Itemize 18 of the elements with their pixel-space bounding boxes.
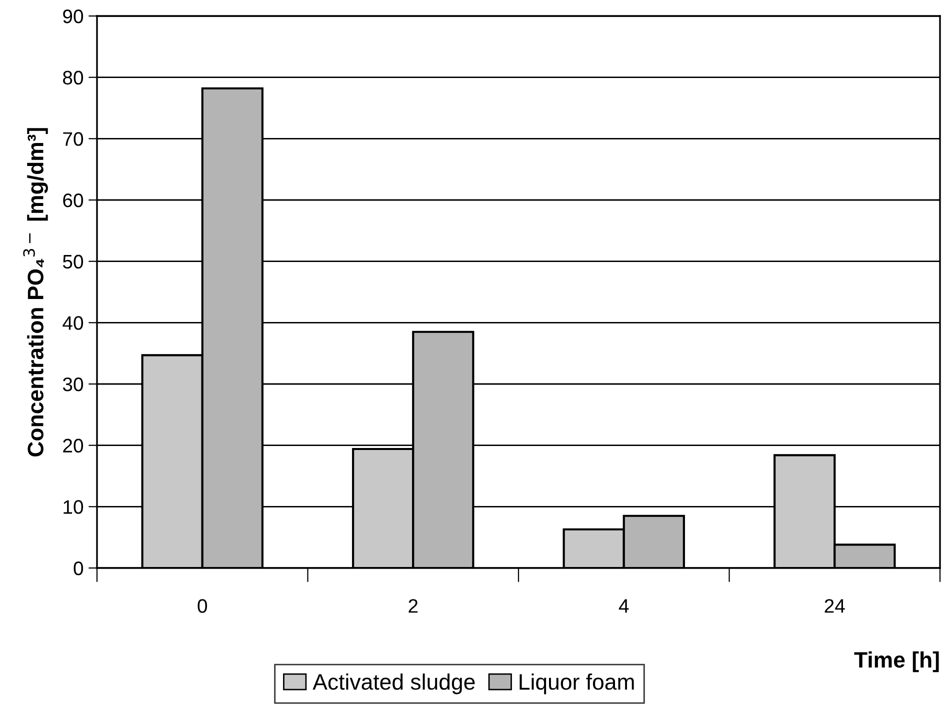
x-tick-label: 0 <box>198 599 208 613</box>
y-tick-label: 50 <box>62 254 84 269</box>
y-tick-label: 70 <box>63 132 84 146</box>
x-tick-label: 24 <box>824 599 845 613</box>
legend-label: Activated sludge <box>312 673 475 694</box>
y-tick-label: 90 <box>63 9 84 24</box>
y-tick-label: 20 <box>63 438 84 453</box>
y-tick-label: 10 <box>64 500 84 514</box>
y-tick-label: 0 <box>74 561 84 576</box>
y-tick-label: 30 <box>62 377 84 392</box>
x-tick-label: 2 <box>408 599 418 613</box>
x-tick-label: 4 <box>618 599 629 613</box>
y-tick-label: 60 <box>63 193 84 208</box>
y-axis-title: Concentration PO₄$^{3−}$ [mg/dm³] <box>23 128 48 456</box>
x-axis-title: Time [h] <box>854 651 939 672</box>
legend-label: Liquor foam <box>520 673 634 694</box>
y-tick-label: 80 <box>63 70 84 85</box>
y-tick-label: 40 <box>62 316 84 330</box>
